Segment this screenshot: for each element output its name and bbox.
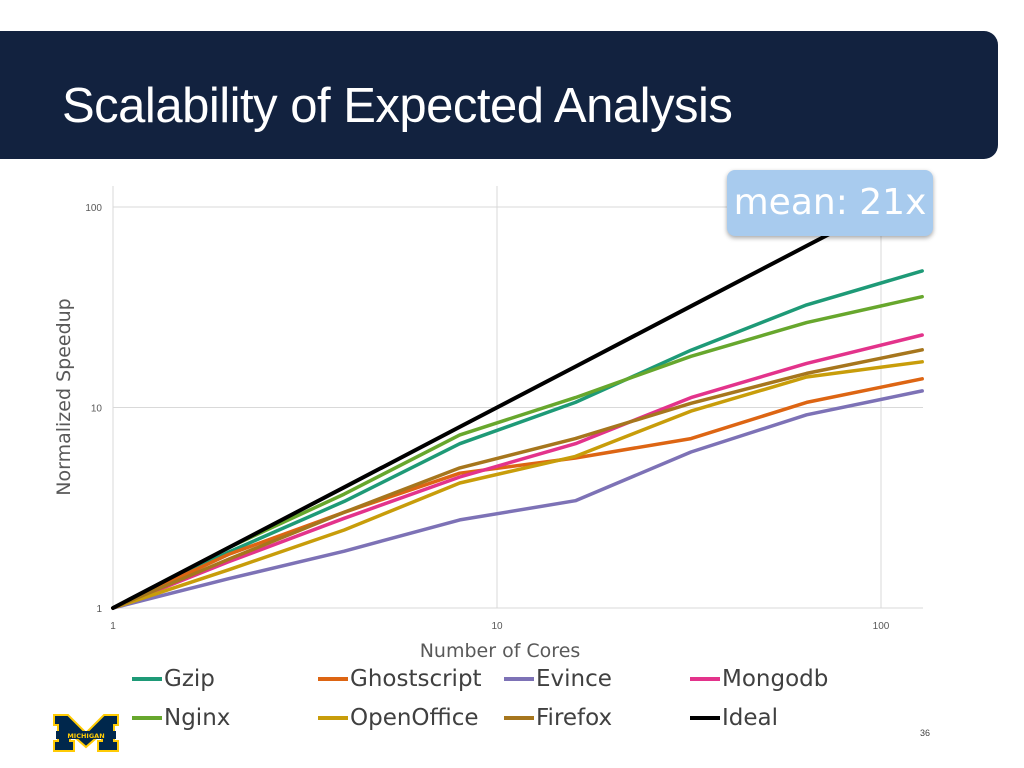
- legend-label-gzip: Gzip: [164, 666, 215, 692]
- y-tick-label-1: 1: [96, 604, 102, 615]
- legend-label-nginx: Nginx: [164, 705, 231, 731]
- legend-swatch-openoffice: [318, 716, 348, 720]
- legend-label-mongodb: Mongodb: [722, 666, 829, 692]
- x-tick-label-100: 100: [873, 621, 890, 632]
- legend-label-evince: Evince: [536, 666, 612, 692]
- legend-swatch-firefox: [504, 716, 534, 720]
- legend-item-nginx: Nginx: [132, 703, 230, 733]
- y-axis-title: Normalized Speedup: [53, 298, 75, 495]
- legend-swatch-gzip: [132, 677, 162, 681]
- michigan-logo: MICHIGAN: [53, 714, 119, 752]
- legend-swatch-ideal: [690, 716, 720, 720]
- legend-swatch-ghostscript: [318, 677, 348, 681]
- series-line-gzip: [111, 269, 924, 610]
- x-axis-title: Number of Cores: [420, 640, 581, 662]
- legend-item-ideal: Ideal: [690, 703, 778, 733]
- legend-item-firefox: Firefox: [504, 703, 612, 733]
- series-line-evince: [111, 389, 924, 610]
- title-bar: [0, 31, 998, 159]
- legend-label-firefox: Firefox: [536, 705, 613, 731]
- legend-swatch-mongodb: [690, 677, 720, 681]
- legend-swatch-evince: [504, 677, 534, 681]
- legend-item-openoffice: OpenOffice: [318, 703, 479, 733]
- series-line-firefox: [111, 348, 924, 610]
- page-number: 36: [920, 728, 931, 738]
- series-line-ideal: [111, 230, 835, 610]
- mean-badge: mean: 21x: [727, 170, 933, 236]
- y-tick-label-100: 100: [85, 203, 102, 214]
- slide-title: Scalability of Expected Analysis: [62, 79, 733, 133]
- legend-item-evince: Evince: [504, 664, 612, 694]
- legend-label-openoffice: OpenOffice: [350, 705, 479, 731]
- series-line-ghostscript: [111, 377, 924, 610]
- series-line-openoffice: [111, 360, 924, 610]
- series-line-mongodb: [111, 333, 924, 610]
- legend-swatch-nginx: [132, 716, 162, 720]
- legend-label-ideal: Ideal: [722, 705, 779, 731]
- x-tick-label-10: 10: [491, 621, 503, 632]
- legend-item-mongodb: Mongodb: [690, 664, 828, 694]
- legend-item-ghostscript: Ghostscript: [318, 664, 482, 694]
- y-tick-label-10: 10: [91, 404, 103, 415]
- logo-text: MICHIGAN: [67, 732, 104, 740]
- legend-label-ghostscript: Ghostscript: [350, 666, 482, 692]
- x-tick-label-1: 1: [110, 621, 116, 632]
- legend-item-gzip: Gzip: [132, 664, 215, 694]
